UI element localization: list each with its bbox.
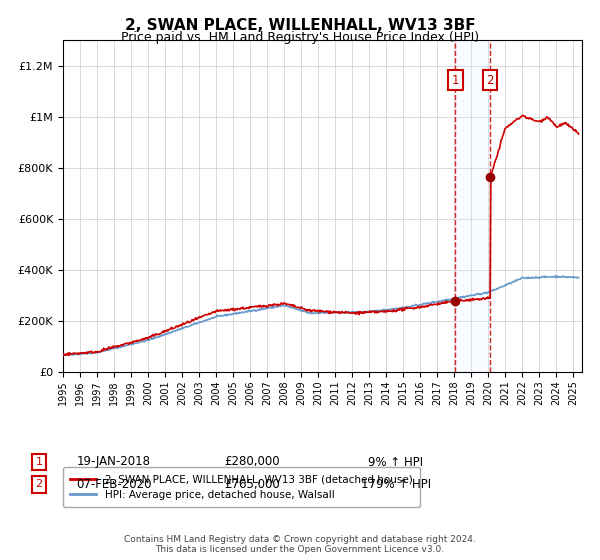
Text: 2, SWAN PLACE, WILLENHALL, WV13 3BF: 2, SWAN PLACE, WILLENHALL, WV13 3BF: [125, 18, 475, 33]
Text: 9% ↑ HPI: 9% ↑ HPI: [368, 455, 424, 469]
Text: £280,000: £280,000: [224, 455, 280, 469]
Text: Price paid vs. HM Land Registry's House Price Index (HPI): Price paid vs. HM Land Registry's House …: [121, 31, 479, 44]
Text: 07-FEB-2020: 07-FEB-2020: [76, 478, 152, 491]
Text: This data is licensed under the Open Government Licence v3.0.: This data is licensed under the Open Gov…: [155, 545, 445, 554]
Text: Contains HM Land Registry data © Crown copyright and database right 2024.: Contains HM Land Registry data © Crown c…: [124, 535, 476, 544]
Text: 1: 1: [451, 74, 459, 87]
Text: 179% ↑ HPI: 179% ↑ HPI: [361, 478, 431, 491]
Text: 1: 1: [35, 457, 43, 467]
Text: £765,000: £765,000: [224, 478, 280, 491]
Bar: [455, 40, 490, 372]
Legend: 2, SWAN PLACE, WILLENHALL, WV13 3BF (detached house), HPI: Average price, detach: 2, SWAN PLACE, WILLENHALL, WV13 3BF (det…: [63, 467, 420, 507]
Text: 2: 2: [35, 479, 43, 489]
Text: 19-JAN-2018: 19-JAN-2018: [77, 455, 151, 469]
Text: 2: 2: [487, 74, 494, 87]
